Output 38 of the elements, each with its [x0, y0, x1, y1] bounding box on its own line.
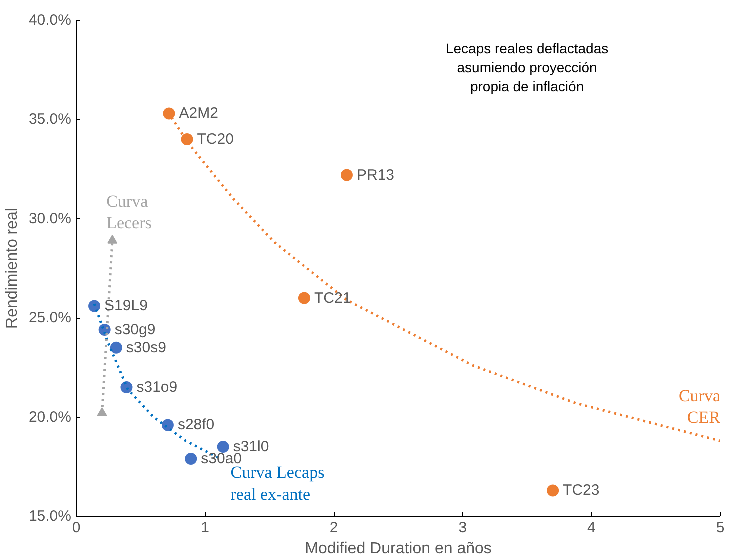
x-axis-title: Modified Duration en años — [305, 540, 492, 558]
point — [88, 300, 101, 312]
point — [217, 441, 230, 454]
x-tick-label: 4 — [588, 520, 596, 536]
annotation: Lecaps reales deflactadas asumiendo proyección propia de inflación — [446, 40, 609, 95]
point — [298, 292, 310, 304]
annotation: TC20 — [197, 131, 234, 148]
series-label: Curva CER — [678, 386, 722, 428]
point — [340, 169, 353, 182]
annotation: A2M2 — [179, 105, 218, 122]
point — [547, 484, 560, 497]
annotation: s31o9 — [136, 379, 178, 396]
point — [110, 342, 122, 354]
annotation: TC21 — [314, 290, 352, 307]
x-tick-label: 3 — [458, 520, 468, 536]
x-tick-label: 0 — [72, 520, 81, 536]
point — [162, 419, 174, 432]
annotation: TC23 — [563, 482, 600, 500]
annotation: S19L9 — [104, 298, 148, 315]
y-tick-label: 25.0% — [28, 310, 72, 327]
annotation: s28f0 — [178, 416, 215, 434]
y-tick-label: 35.0% — [28, 111, 72, 128]
y-tick-label: 20.0% — [28, 408, 72, 426]
series-label: Curva Lecaps real ex-ante — [230, 462, 325, 504]
series-label: Curva Lecers — [106, 192, 152, 233]
annotation: s30g9 — [114, 322, 156, 339]
y-tick-label: 30.0% — [28, 210, 72, 228]
annotation: s30s9 — [126, 339, 166, 356]
y-tick-label: 15.0% — [28, 508, 72, 525]
x-tick-label: 2 — [330, 520, 338, 536]
x-tick-label: 1 — [201, 520, 210, 536]
y-axis-title: Rendimiento real — [4, 208, 21, 329]
point — [185, 452, 198, 465]
point — [163, 108, 176, 120]
point — [181, 134, 194, 146]
y-tick-label: 40.0% — [28, 12, 72, 29]
annotation: PR13 — [356, 166, 395, 184]
x-tick-label: 5 — [716, 520, 725, 536]
